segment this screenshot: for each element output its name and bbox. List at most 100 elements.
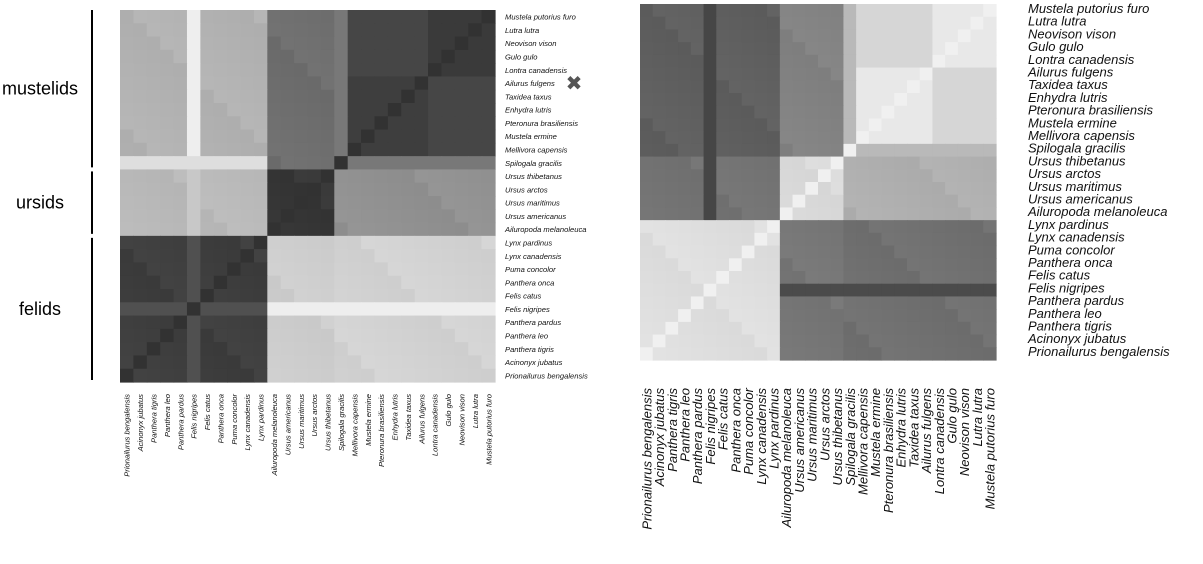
column-label: Lutra lutra [970, 388, 985, 447]
heatmap-cell [907, 220, 921, 234]
heatmap-cell [678, 321, 692, 336]
heatmap-cell [320, 209, 335, 224]
heatmap-cell [428, 10, 443, 24]
heatmap-cell [729, 42, 743, 56]
heatmap-cell [454, 63, 469, 78]
heatmap-cell [160, 182, 175, 197]
heatmap-cell [741, 334, 756, 348]
heatmap-cell [481, 116, 496, 131]
heatmap-cell [253, 89, 268, 104]
heatmap-cell [361, 36, 376, 51]
heatmap-cell [652, 169, 667, 183]
heatmap-cell [830, 334, 845, 348]
heatmap-cell [792, 29, 806, 43]
heatmap-cell [468, 196, 483, 210]
heatmap-cell [227, 235, 242, 250]
heatmap-cell [320, 49, 335, 64]
heatmap-cell [983, 105, 997, 120]
heatmap-cell [320, 116, 335, 131]
heatmap-cell [970, 169, 984, 183]
column-label: Panthera leo [678, 388, 693, 462]
row-label: Panthera onca [1028, 255, 1113, 270]
heatmap-cell [640, 29, 654, 43]
heatmap-cell [868, 80, 883, 94]
heatmap-cell [347, 23, 362, 38]
heatmap-cell [767, 80, 781, 94]
heatmap-cell [907, 42, 921, 56]
column-label: Puma concolor [741, 387, 756, 474]
heatmap-cell [240, 156, 255, 171]
heatmap-cell [253, 355, 268, 370]
heatmap-cell [253, 196, 268, 210]
heatmap-cell [186, 129, 201, 144]
heatmap-cell [186, 49, 201, 64]
heatmap-cell [414, 196, 429, 210]
heatmap-cell [146, 262, 161, 277]
row-label: Pteronura brasiliensis [1028, 103, 1154, 118]
heatmap-cell [146, 36, 161, 51]
heatmap-cell [818, 105, 832, 120]
heatmap-cell [957, 42, 972, 56]
heatmap-cell [779, 334, 794, 348]
heatmap-cell [805, 54, 819, 69]
heatmap-cell [945, 258, 959, 272]
heatmap-cell [779, 4, 794, 18]
heatmap-cell [970, 67, 984, 81]
heatmap-cell [690, 4, 705, 18]
heatmap-cell [227, 328, 242, 343]
heatmap-cell [729, 4, 743, 18]
heatmap-cell [227, 249, 242, 264]
heatmap-cell [640, 105, 654, 120]
row-label: Enhydra lutris [1028, 90, 1108, 105]
heatmap-cell [716, 169, 730, 183]
heatmap-cell [200, 169, 215, 184]
heatmap-cell [227, 169, 242, 184]
heatmap-cell [454, 10, 469, 24]
heatmap-cell [970, 105, 984, 120]
heatmap-cell [690, 283, 705, 298]
heatmap-cell [741, 182, 756, 196]
heatmap-cell [120, 196, 134, 210]
heatmap-cell [729, 80, 743, 94]
heatmap-cell [334, 249, 349, 264]
heatmap-cell [970, 93, 984, 107]
heatmap-cell [414, 23, 429, 38]
heatmap-cell [320, 23, 335, 38]
heatmap-cell [267, 116, 282, 131]
heatmap-cell [441, 275, 456, 290]
heatmap-cell [347, 169, 362, 184]
heatmap-cell [253, 10, 268, 24]
heatmap-cell [716, 54, 730, 69]
heatmap-cell [868, 258, 883, 272]
heatmap-cell [387, 342, 402, 357]
heatmap-cell [253, 235, 268, 250]
heatmap-cell [945, 309, 959, 323]
heatmap-cell [729, 169, 743, 183]
heatmap-cell [894, 232, 908, 247]
heatmap-cell [792, 118, 806, 132]
heatmap-cell [253, 262, 268, 277]
heatmap-cell [856, 296, 870, 310]
heatmap-cell [703, 4, 717, 18]
heatmap-cell [894, 105, 908, 120]
heatmap-cell [640, 271, 654, 285]
heatmap-cell [830, 271, 845, 285]
heatmap-cell [160, 63, 175, 78]
heatmap-cell [779, 220, 794, 234]
row-label: Lontra canadensis [1028, 52, 1135, 67]
heatmap-cell [945, 118, 959, 132]
heatmap-cell [907, 347, 921, 361]
heatmap-cell [767, 93, 781, 107]
heatmap-cell [957, 182, 972, 196]
heatmap-cell [665, 80, 679, 94]
heatmap-cell [970, 143, 984, 158]
heatmap-cell [414, 249, 429, 264]
heatmap-cell [294, 49, 309, 64]
heatmap-cell [741, 271, 756, 285]
heatmap-cell [267, 209, 282, 224]
heatmap-cell [767, 271, 781, 285]
heatmap-cell [843, 80, 857, 94]
heatmap-cell [120, 103, 134, 117]
